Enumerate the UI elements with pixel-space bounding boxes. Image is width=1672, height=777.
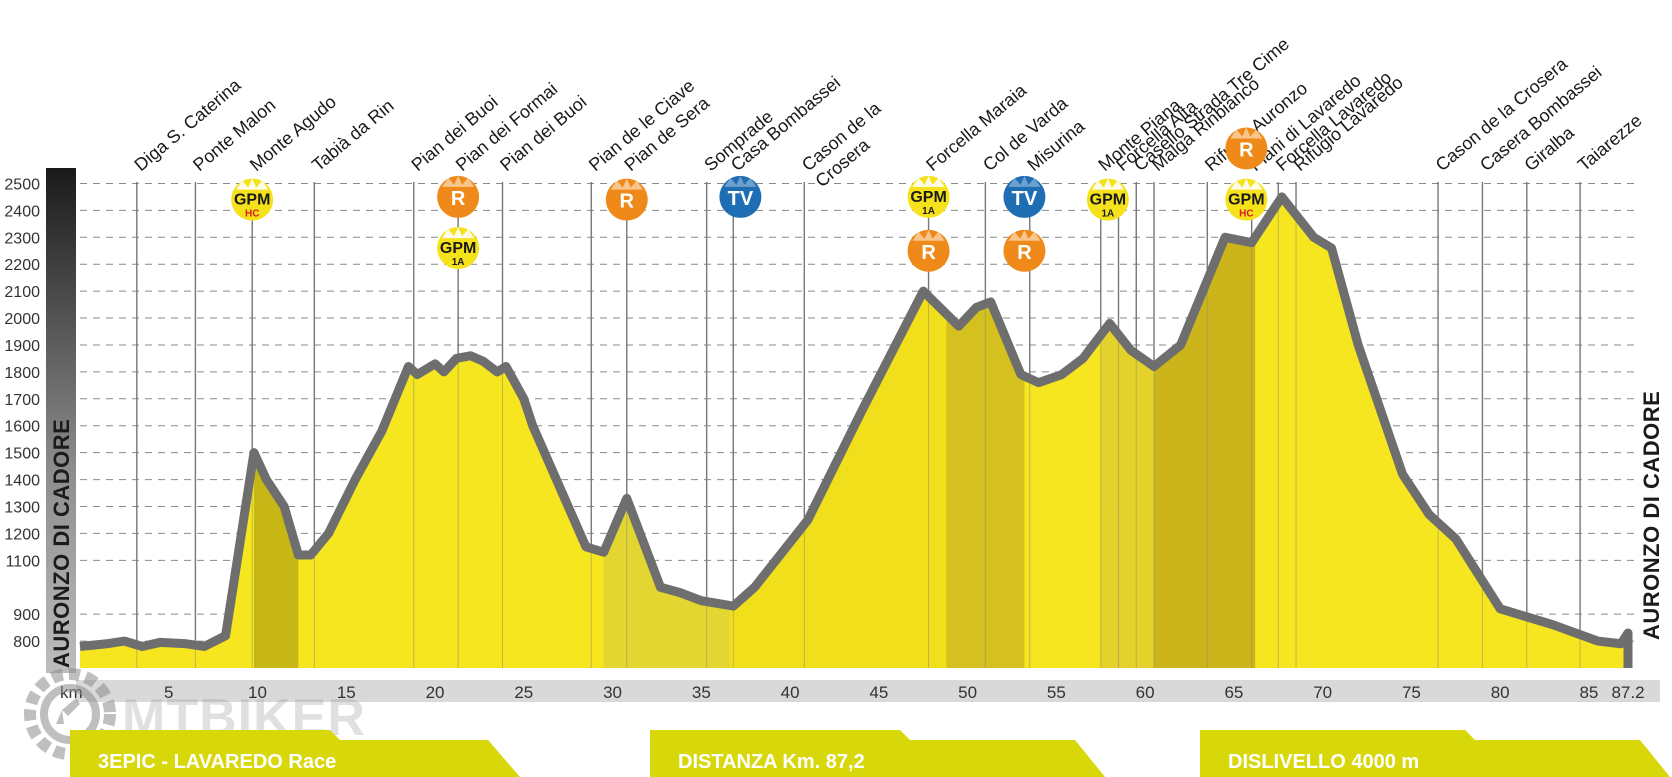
x-tick-label: 5 [164, 683, 173, 702]
y-tick-label: 1800 [4, 365, 40, 382]
mountain-peak-icon [912, 175, 945, 187]
shaded-band [1100, 196, 1155, 668]
gpm-label: GPM [1228, 192, 1264, 209]
tv-icon [1003, 175, 1046, 218]
tv-label: TV [1012, 188, 1038, 210]
x-tick-label: 50 [958, 683, 977, 702]
elevation-line [79, 192, 1633, 668]
y-tick-label: 900 [13, 607, 40, 624]
right-side-label: AURONZO DI CADORE [1639, 391, 1664, 640]
banner-elevation-gain: DISLIVELLO 4000 m [1200, 730, 1670, 777]
mountain-peak-icon [1008, 229, 1041, 241]
shaded-band [253, 196, 299, 668]
x-tick-label: 80 [1491, 683, 1510, 702]
x-tick-label: 45 [869, 683, 888, 702]
y-tick-label: 2400 [4, 203, 40, 220]
gpm-category: 1A [452, 257, 465, 268]
x-tick-label: 70 [1313, 683, 1332, 702]
mountain-peak-icon [1230, 178, 1263, 190]
place-label: Forcella Maraia [922, 79, 1031, 175]
refuel-label: R [620, 191, 635, 213]
x-axis-bar [76, 680, 1660, 702]
badge-r: R [437, 175, 480, 218]
y-tick-label: 1400 [4, 473, 40, 490]
place-label: Diga S. Caterina [131, 74, 246, 175]
banner-race-text: 3EPIC - LAVAREDO Race [98, 751, 336, 773]
x-tick-label: 85 [1579, 683, 1598, 702]
gpm-label: GPM [440, 240, 476, 257]
badge-r: R [1003, 229, 1046, 272]
y-tick-label: 1900 [4, 338, 40, 355]
x-tick-label: 35 [692, 683, 711, 702]
y-tick-label: 1600 [4, 419, 40, 436]
refuel-label: R [1017, 242, 1032, 264]
x-tick-label: 25 [514, 683, 533, 702]
tv-icon [719, 175, 762, 218]
x-tick-label: 60 [1136, 683, 1155, 702]
left-side-label: AURONZO DI CADORE [49, 419, 74, 668]
y-tick-label: 1300 [4, 499, 40, 516]
gpm-category: 1A [922, 206, 935, 217]
x-tick-label: 55 [1047, 683, 1066, 702]
x-tick-label: 75 [1402, 683, 1421, 702]
y-axis-bar [46, 168, 76, 673]
mountain-peak-icon [1008, 175, 1041, 187]
mountain-peak-icon [442, 227, 475, 239]
x-tick-label: 40 [781, 683, 800, 702]
gpm-label: GPM [910, 189, 946, 206]
mountain-peak-icon [610, 178, 643, 190]
banner-elevation-gain-text: DISLIVELLO 4000 m [1228, 751, 1419, 773]
badge-r: R [1225, 127, 1268, 170]
gpm-label: GPM [234, 192, 270, 209]
x-tick-label: 20 [426, 683, 445, 702]
y-ticks: 800 900 1100 1200 1300 1400 1500 1600 1700 1800 19… [4, 176, 40, 651]
place-label: Taiarezze [1574, 110, 1646, 175]
y-tick-label: 1500 [4, 446, 40, 463]
x-tick-label: 30 [603, 683, 622, 702]
y-tick-label: 2300 [4, 230, 40, 247]
badge-tv: TV [1003, 175, 1046, 218]
x-ticks: 5 10 15 20 25 30 35 40 45 50 55 60 65 70 75 80 85 87.2 [164, 683, 1645, 702]
y-tick-label: 2500 [4, 176, 40, 193]
x-tick-label: 65 [1224, 683, 1243, 702]
badge-r: R [907, 229, 950, 272]
y-tick-label: 2100 [4, 284, 40, 301]
refuel-label: R [921, 242, 936, 264]
mountain-peak-icon [912, 229, 945, 241]
x-tick-label: 15 [337, 683, 356, 702]
banner-distance: DISTANZA Km. 87,2 [650, 730, 1105, 777]
gpm-category: HC [245, 209, 259, 220]
gpm-category: HC [1239, 209, 1253, 220]
mountain-peak-icon [442, 175, 475, 187]
y-tick-label: 800 [13, 634, 40, 651]
y-tick-label: 1100 [6, 553, 41, 570]
gpm-label: GPM [1090, 192, 1126, 209]
badge-tv: TV [719, 175, 762, 218]
y-tick-label: 1200 [4, 526, 40, 543]
refuel-label: R [1239, 139, 1254, 161]
x-tick-label: 87.2 [1611, 683, 1644, 702]
refuel-label: R [451, 188, 466, 210]
banner-race: 3EPIC - LAVAREDO Race [70, 730, 520, 777]
mountain-peak-icon [724, 175, 757, 187]
gpm-category: 1A [1101, 209, 1114, 220]
mountain-peak-icon [236, 178, 269, 190]
badge-r: R [605, 178, 648, 221]
tv-label: TV [728, 188, 754, 210]
y-tick-label: 2200 [4, 257, 40, 274]
mountain-peak-icon [1091, 178, 1124, 190]
y-tick-label: 1700 [4, 392, 40, 409]
x-tick-label: 10 [248, 683, 267, 702]
mountain-peak-icon [1230, 127, 1263, 139]
y-tick-label: 2000 [4, 311, 40, 328]
banner-distance-text: DISTANZA Km. 87,2 [678, 751, 865, 773]
